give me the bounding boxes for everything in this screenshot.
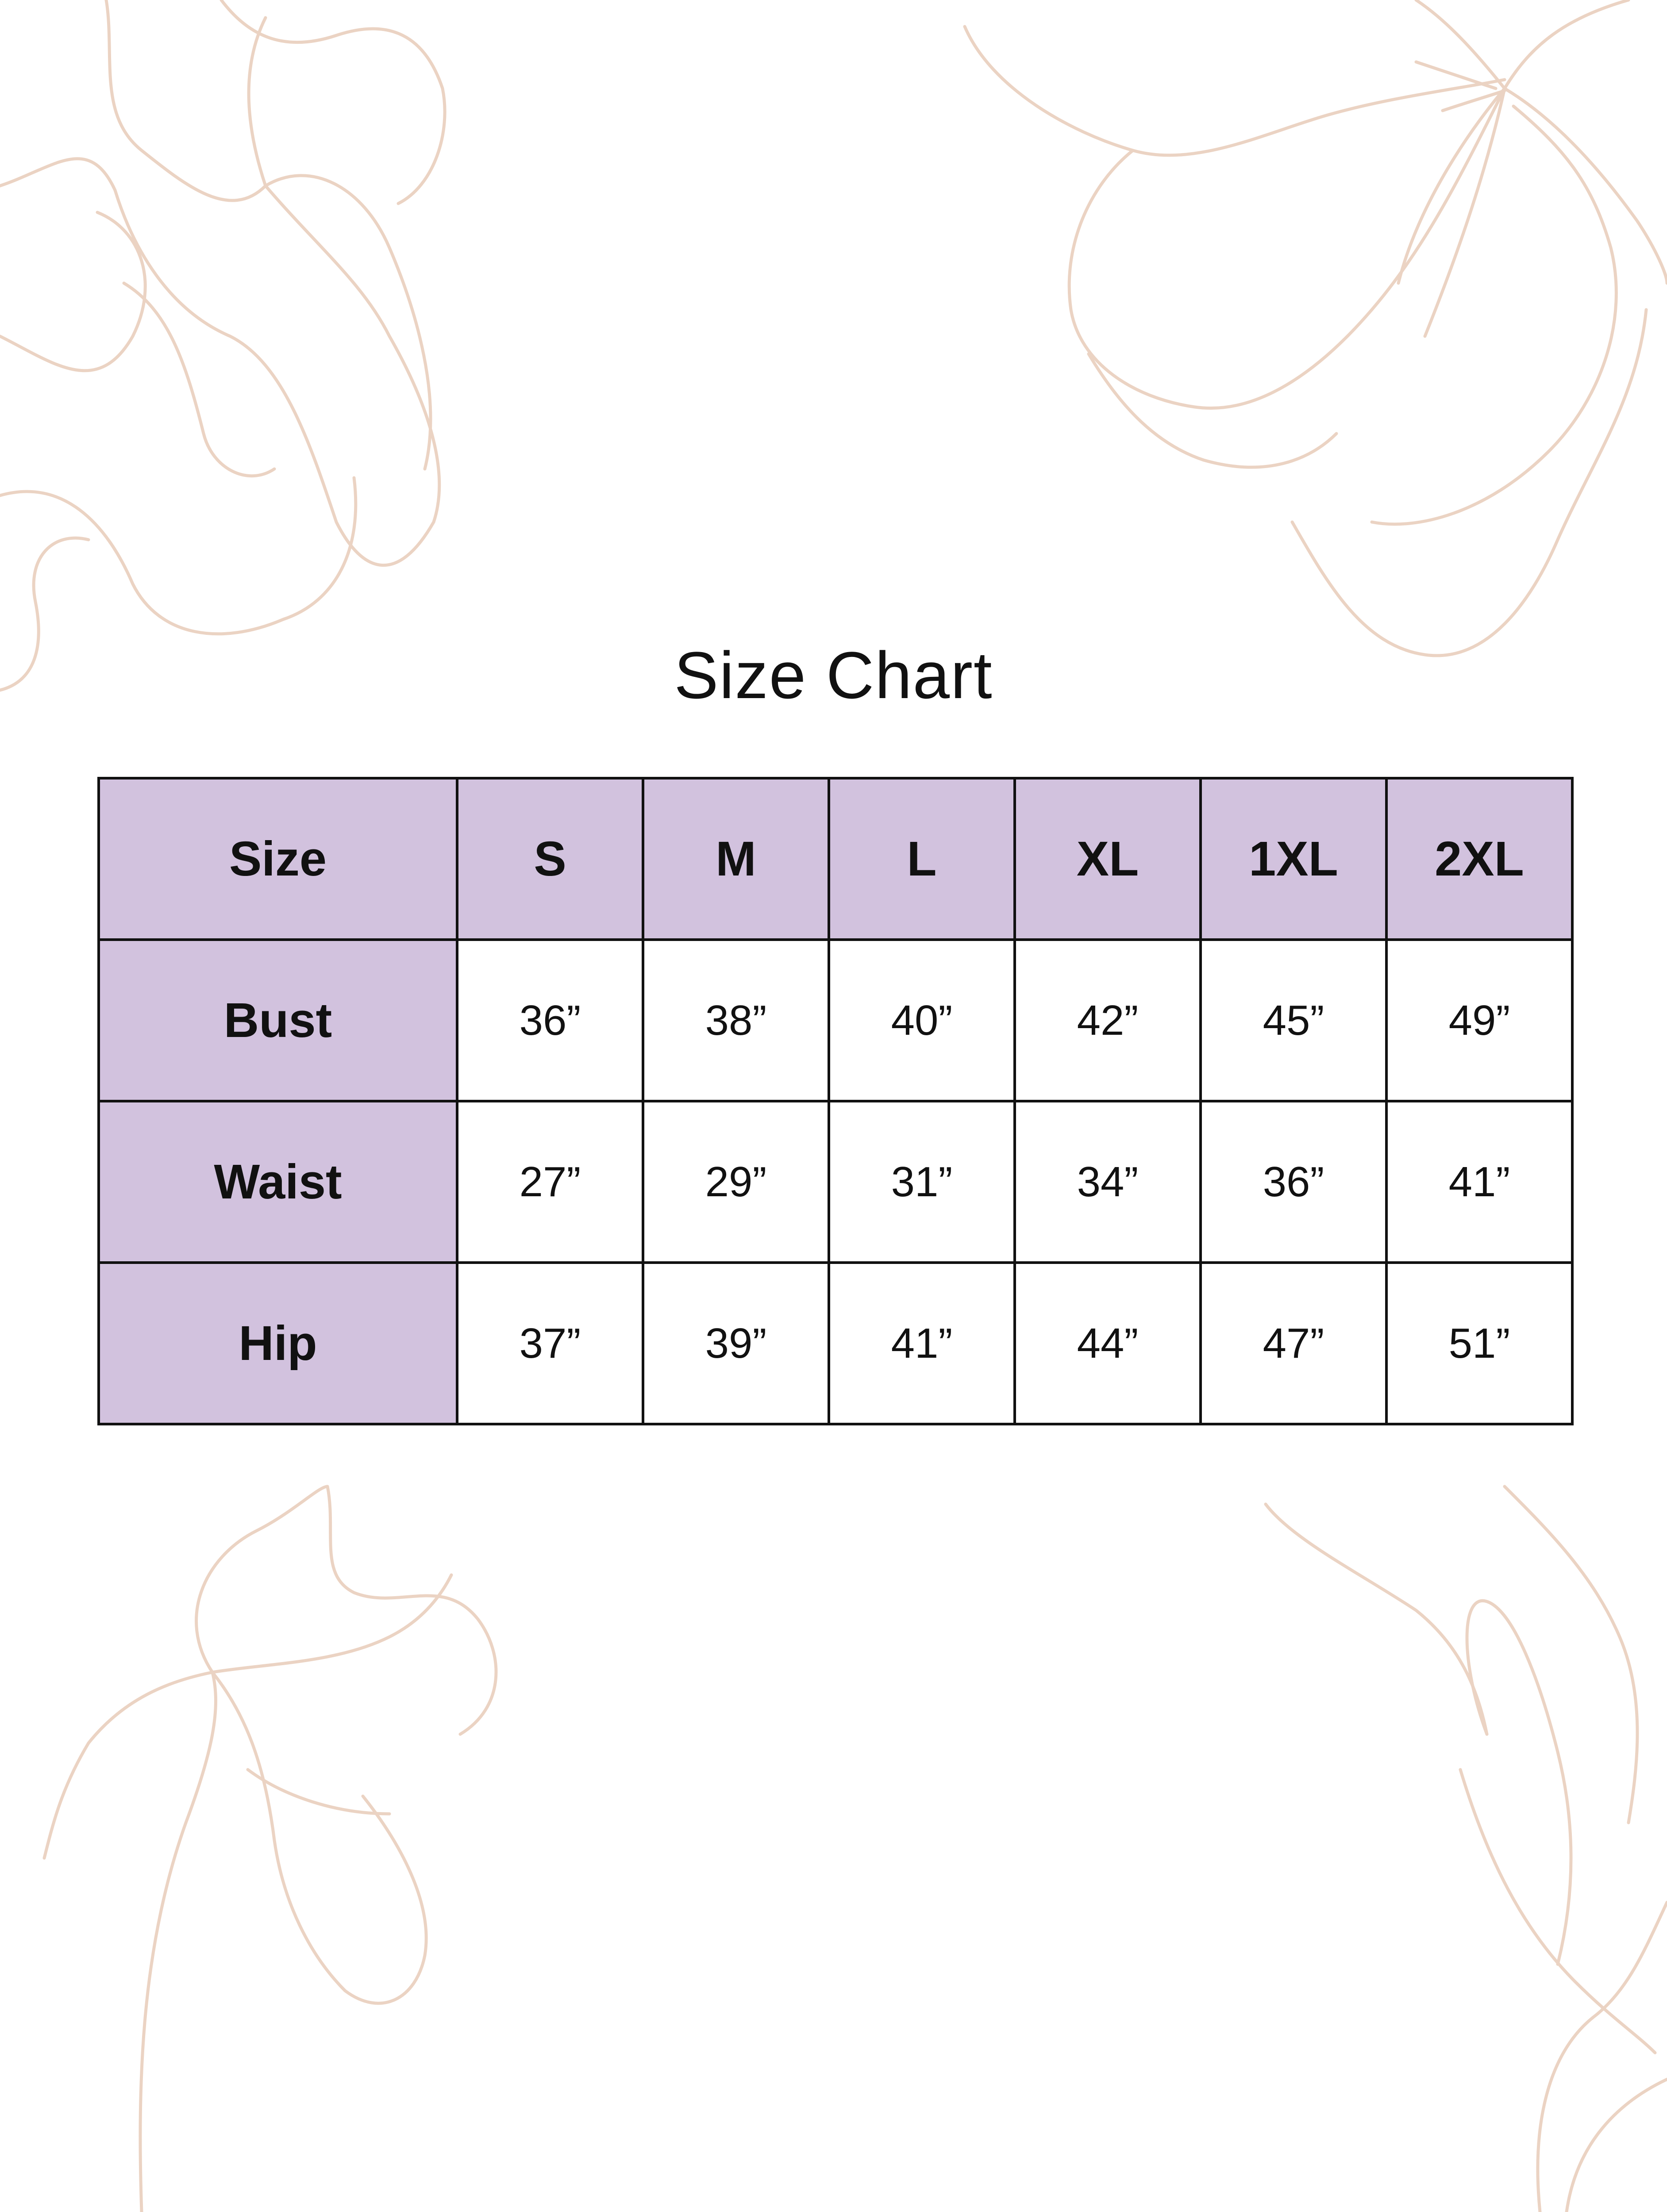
flower-top-left: [0, 0, 447, 692]
row-label: Bust: [97, 938, 458, 1102]
header-cell: Size: [97, 777, 458, 941]
table-cell: 36”: [1199, 1100, 1388, 1264]
table-cell: 42”: [1013, 938, 1202, 1102]
header-cell: 1XL: [1199, 777, 1388, 941]
table-cell: 39”: [642, 1261, 830, 1425]
table-cell: 37”: [456, 1261, 644, 1425]
table-header-row: Size S M L XL 1XL 2XL: [97, 777, 1574, 941]
table-cell: 47”: [1199, 1261, 1388, 1425]
header-cell: M: [642, 777, 830, 941]
header-cell: 2XL: [1385, 777, 1574, 941]
table-cell: 41”: [828, 1261, 1016, 1425]
table-cell: 40”: [828, 938, 1016, 1102]
flower-bottom-left: [42, 1485, 498, 2212]
size-chart-table: Size S M L XL 1XL 2XL Bust 36” 38” 40” 4…: [97, 777, 1574, 1425]
table-row: Bust 36” 38” 40” 42” 45” 49”: [97, 938, 1574, 1102]
table-cell: 31”: [828, 1100, 1016, 1264]
table-cell: 34”: [1013, 1100, 1202, 1264]
flower-top-right: [963, 0, 1667, 657]
table-cell: 29”: [642, 1100, 830, 1264]
table-cell: 38”: [642, 938, 830, 1102]
table-cell: 41”: [1385, 1100, 1574, 1264]
table-cell: 36”: [456, 938, 644, 1102]
table-cell: 51”: [1385, 1261, 1574, 1425]
flower-bottom-right: [1264, 1485, 1667, 2212]
page-title: Size Chart: [674, 638, 993, 712]
table-row: Waist 27” 29” 31” 34” 36” 41”: [97, 1100, 1574, 1264]
row-label: Waist: [97, 1100, 458, 1264]
row-label: Hip: [97, 1261, 458, 1425]
header-cell: S: [456, 777, 644, 941]
table-row: Hip 37” 39” 41” 44” 47” 51”: [97, 1261, 1574, 1425]
header-cell: XL: [1013, 777, 1202, 941]
table-cell: 27”: [456, 1100, 644, 1264]
table-cell: 44”: [1013, 1261, 1202, 1425]
table-cell: 49”: [1385, 938, 1574, 1102]
header-cell: L: [828, 777, 1016, 941]
table-cell: 45”: [1199, 938, 1388, 1102]
